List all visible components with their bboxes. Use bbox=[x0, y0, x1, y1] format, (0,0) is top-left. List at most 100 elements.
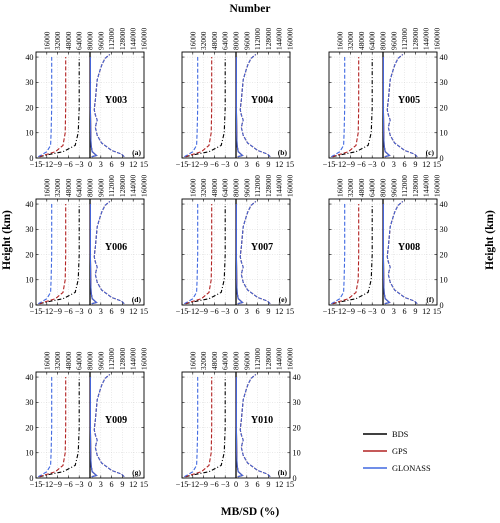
sd-line-glonass bbox=[239, 374, 271, 478]
y-tick-label-left: 40 bbox=[25, 373, 33, 382]
y-tick-label-left: 20 bbox=[25, 103, 33, 112]
x-tick-label: 15 bbox=[433, 160, 441, 169]
top-tick-label: 80000 bbox=[232, 31, 241, 50]
y-tick-label-right: 20 bbox=[440, 250, 448, 259]
number-line-glonass bbox=[330, 57, 346, 158]
x-tick-label: −15 bbox=[30, 480, 43, 489]
x-tick-label: −12 bbox=[40, 307, 53, 316]
x-tick-label: 6 bbox=[403, 307, 407, 316]
top-tick-label: 64000 bbox=[75, 178, 84, 197]
x-tick-label: 3 bbox=[245, 480, 249, 489]
y-tick-label-right: 0 bbox=[440, 154, 444, 163]
top-tick-label: 112000 bbox=[107, 28, 116, 50]
x-tick-label: 6 bbox=[256, 307, 260, 316]
top-tick-label: 80000 bbox=[86, 178, 95, 197]
panel-letter: (h) bbox=[278, 468, 288, 477]
top-tick-label: 16000 bbox=[42, 351, 51, 370]
x-tick-label: 9 bbox=[120, 160, 124, 169]
top-tick-label: 64000 bbox=[75, 351, 84, 370]
top-tick-label: 48000 bbox=[64, 178, 73, 197]
top-tick-label: 16000 bbox=[188, 178, 197, 197]
x-tick-label: 3 bbox=[99, 480, 103, 489]
x-tick-label: 9 bbox=[120, 307, 124, 316]
sd-line-glonass bbox=[239, 54, 271, 158]
x-tick-label: −3 bbox=[221, 307, 230, 316]
x-tick-label: −15 bbox=[176, 480, 189, 489]
x-tick-label: 6 bbox=[110, 307, 114, 316]
panel-letter: (d) bbox=[132, 295, 142, 304]
top-tick-label: 32000 bbox=[346, 31, 355, 50]
panel-letter: (g) bbox=[132, 468, 141, 477]
x-tick-label: 9 bbox=[413, 307, 417, 316]
sd-line-glonass bbox=[239, 201, 271, 305]
x-tick-label: −12 bbox=[186, 160, 199, 169]
x-tick-label: 15 bbox=[286, 160, 294, 169]
top-tick-label: 16000 bbox=[335, 178, 344, 197]
x-tick-label: −12 bbox=[186, 480, 199, 489]
x-tick-label: 0 bbox=[234, 160, 238, 169]
top-tick-label: 64000 bbox=[221, 31, 230, 50]
number-line-glonass bbox=[183, 57, 199, 158]
station-label: Y003 bbox=[105, 95, 127, 106]
x-tick-label: 6 bbox=[403, 160, 407, 169]
station-label: Y007 bbox=[251, 242, 273, 253]
x-tick-label: −15 bbox=[323, 307, 336, 316]
top-tick-label: 96000 bbox=[96, 31, 105, 50]
top-tick-label: 96000 bbox=[242, 351, 251, 370]
x-tick-label: 9 bbox=[266, 160, 270, 169]
x-tick-label: 12 bbox=[275, 160, 283, 169]
top-tick-label: 16000 bbox=[335, 31, 344, 50]
top-tick-label: 112000 bbox=[253, 28, 262, 50]
top-tick-label: 48000 bbox=[357, 31, 366, 50]
top-tick-label: 144000 bbox=[275, 175, 284, 197]
top-tick-label: 80000 bbox=[86, 351, 95, 370]
y-tick-label-left: 0 bbox=[29, 154, 33, 163]
y-tick-label-left: 10 bbox=[25, 276, 33, 285]
top-axis-label: Number bbox=[230, 3, 271, 15]
x-tick-label: −12 bbox=[40, 160, 53, 169]
y-tick-label-right: 40 bbox=[440, 53, 448, 62]
y-tick-label-left: 30 bbox=[25, 398, 33, 407]
sd-line-glonass bbox=[386, 201, 418, 305]
top-tick-label: 144000 bbox=[129, 175, 138, 197]
top-tick-label: 160000 bbox=[140, 175, 149, 197]
x-tick-label: −12 bbox=[333, 160, 346, 169]
x-tick-label: −9 bbox=[53, 160, 62, 169]
top-tick-label: 128000 bbox=[118, 348, 127, 370]
top-tick-label: 80000 bbox=[86, 31, 95, 50]
station-label: Y008 bbox=[398, 242, 420, 253]
legend-label-bds: BDS bbox=[392, 430, 409, 439]
x-tick-label: −3 bbox=[75, 160, 84, 169]
top-tick-label: 48000 bbox=[64, 31, 73, 50]
x-tick-label: 15 bbox=[140, 160, 148, 169]
top-tick-label: 16000 bbox=[42, 31, 51, 50]
top-tick-label: 16000 bbox=[42, 178, 51, 197]
top-tick-label: 112000 bbox=[400, 28, 409, 50]
x-tick-label: 12 bbox=[129, 307, 137, 316]
x-tick-label: 12 bbox=[129, 160, 137, 169]
y-tick-label-right: 20 bbox=[440, 103, 448, 112]
x-tick-label: 0 bbox=[234, 480, 238, 489]
top-tick-label: 128000 bbox=[411, 28, 420, 50]
top-tick-label: 160000 bbox=[286, 175, 295, 197]
top-tick-label: 112000 bbox=[253, 175, 262, 197]
x-tick-label: −6 bbox=[357, 307, 366, 316]
number-line-glonass bbox=[330, 204, 346, 305]
top-tick-label: 64000 bbox=[368, 31, 377, 50]
station-label: Y005 bbox=[398, 95, 420, 106]
x-tick-label: −3 bbox=[368, 307, 377, 316]
x-tick-label: 12 bbox=[275, 480, 283, 489]
x-tick-label: −9 bbox=[53, 307, 62, 316]
station-label: Y009 bbox=[105, 415, 127, 426]
top-tick-label: 80000 bbox=[232, 351, 241, 370]
top-tick-label: 48000 bbox=[210, 351, 219, 370]
top-tick-label: 144000 bbox=[275, 28, 284, 50]
top-tick-label: 96000 bbox=[389, 31, 398, 50]
x-tick-label: −6 bbox=[210, 160, 219, 169]
